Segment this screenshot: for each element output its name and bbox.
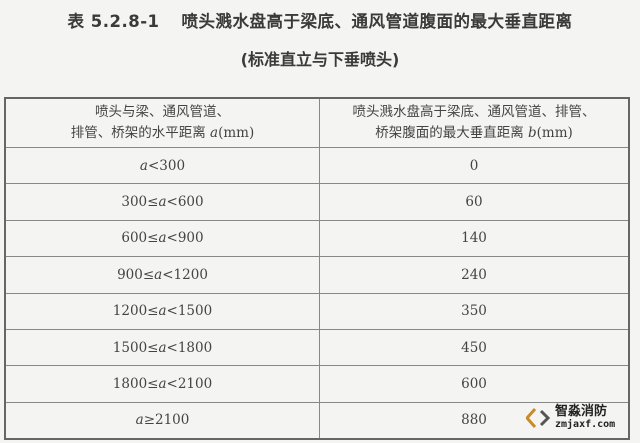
horizontal-distance-cell: a<300: [4, 146, 320, 185]
table-row: a≥2100 880: [4, 401, 630, 440]
header-horizontal-distance: 喷头与梁、通风管道、 排管、桥架的水平距离 a(mm): [4, 97, 320, 148]
vertical-distance-cell: 60: [319, 183, 630, 221]
table-number: 表 5.2.8-1: [67, 12, 160, 31]
table-row: 1500≤a<1800 450: [4, 328, 630, 367]
horizontal-distance-cell: 300≤a<600: [4, 183, 320, 221]
table-title: 表 5.2.8-1 喷头溅水盘高于梁底、通风管道腹面的最大垂直距离: [0, 8, 640, 32]
horizontal-distance-cell: 1500≤a<1800: [4, 328, 320, 367]
horizontal-distance-cell: 600≤a<900: [4, 219, 320, 258]
horizontal-distance-cell: 1200≤a<1500: [4, 292, 320, 330]
table-title-text: 喷头溅水盘高于梁底、通风管道腹面的最大垂直距离: [181, 12, 573, 31]
vertical-distance-cell: 450: [319, 328, 630, 367]
table-subtitle: (标准直立与下垂喷头): [240, 50, 400, 69]
watermark-domain: zmjaxf.com: [555, 419, 616, 430]
vertical-distance-cell: 0: [319, 146, 630, 185]
watermark-logo: 智淼消防 zmjaxf.com: [526, 405, 615, 431]
horizontal-distance-cell: 900≤a<1200: [4, 256, 320, 294]
table-row: 1200≤a<1500 350: [4, 292, 630, 330]
distance-table: 喷头与梁、通风管道、 排管、桥架的水平距离 a(mm) 喷头溅水盘高于梁底、通风管…: [4, 97, 630, 441]
horizontal-distance-cell: a≥2100: [4, 401, 320, 440]
vertical-distance-cell: 140: [319, 219, 630, 258]
header-row: 喷头与梁、通风管道、 排管、桥架的水平距离 a(mm) 喷头溅水盘高于梁底、通风管…: [4, 97, 630, 148]
watermark-name: 智淼消防: [555, 404, 608, 419]
vertical-distance-cell: 600: [319, 365, 630, 403]
table-row: 1800≤a<2100 600: [4, 365, 630, 403]
vertical-distance-cell: 350: [319, 292, 630, 330]
diamond-logo-icon: [526, 408, 551, 428]
vertical-distance-cell: 240: [319, 256, 630, 294]
header-vertical-distance: 喷头溅水盘高于梁底、通风管道、排管、 桥架腹面的最大垂直距离 b(mm): [319, 97, 630, 148]
horizontal-distance-cell: 1800≤a<2100: [4, 365, 320, 403]
vertical-distance-cell: 880: [319, 401, 630, 440]
table-row: 300≤a<600 60: [4, 183, 630, 221]
table-row: 600≤a<900 140: [4, 219, 630, 258]
table-row: a<300 0: [4, 146, 630, 185]
table-row: 900≤a<1200 240: [4, 256, 630, 294]
